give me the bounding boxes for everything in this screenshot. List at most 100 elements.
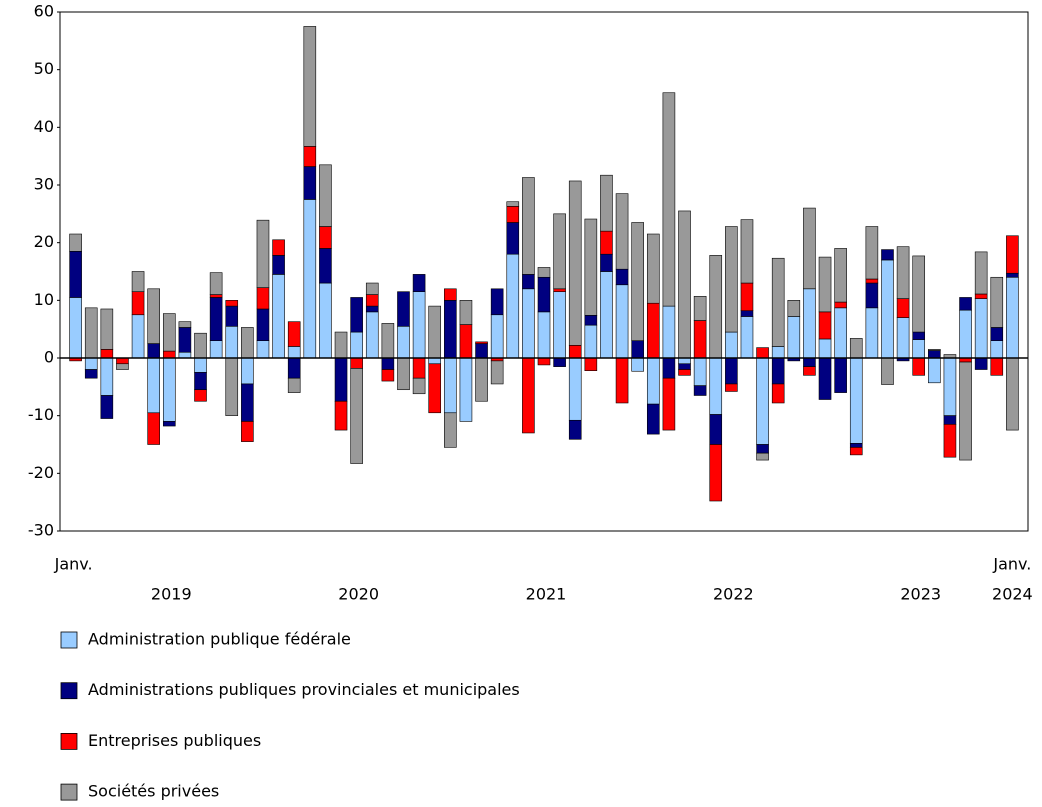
legend-label: Administrations publiques provinciales e… (88, 680, 520, 699)
bar-segment (974, 357, 988, 370)
legend-swatch (60, 733, 78, 750)
bar-segment (896, 317, 910, 359)
bar-segment (693, 385, 707, 396)
bar-segment (709, 444, 723, 502)
bar-segment (568, 345, 582, 359)
bar-segment (100, 308, 114, 350)
bar-segment (303, 146, 317, 167)
bar-segment (303, 26, 317, 147)
bar-segment (350, 331, 363, 359)
bar-segment (865, 226, 879, 280)
y-tick-label: 30 (34, 175, 54, 194)
bar-segment (631, 340, 644, 359)
bar-segment (771, 383, 785, 404)
bar-segment (803, 207, 816, 290)
bar-segment (444, 412, 457, 448)
bar-segment (553, 357, 566, 367)
year-label: 2019 (151, 585, 192, 604)
bar-segment (693, 320, 707, 359)
y-tick-label: 40 (34, 117, 54, 136)
bar-segment (881, 249, 894, 261)
bar-segment (600, 271, 613, 359)
bar-segment (131, 314, 145, 359)
year-label: 2024 (992, 585, 1033, 604)
bar-segment (209, 297, 223, 342)
bar-segment (241, 327, 254, 359)
bar-segment (568, 357, 582, 421)
bar-segment (1006, 272, 1019, 278)
bar-segment (397, 357, 410, 391)
bar-segment (662, 305, 676, 359)
bar-segment (287, 357, 301, 379)
bar-segment (506, 206, 520, 223)
bar-segment (584, 315, 598, 326)
bar-segment (834, 357, 847, 393)
bar-segment (131, 291, 145, 316)
bar-segment (537, 357, 551, 366)
bar-segment (162, 313, 176, 352)
bar-segment (116, 363, 129, 370)
bar-segment (818, 338, 832, 359)
bar-segment (740, 282, 754, 312)
bar-segment (459, 300, 473, 325)
bar-segment (615, 268, 629, 286)
bar-segment (100, 357, 114, 396)
plot-frame (59, 11, 1029, 532)
bar-segment (256, 308, 270, 342)
bar-segment (943, 424, 957, 458)
bar-segment (834, 307, 847, 359)
bar-segment (709, 255, 723, 359)
bar-segment (771, 257, 785, 347)
bar-segment (162, 421, 176, 427)
bar-segment (631, 222, 644, 342)
bar-segment (225, 300, 239, 307)
bar-segment (990, 340, 1004, 359)
bar-segment (678, 363, 691, 370)
year-label: 2022 (713, 585, 754, 604)
bar-segment (194, 372, 207, 391)
bar-segment (725, 383, 738, 392)
bar-segment (147, 288, 160, 344)
bar-segment (896, 246, 910, 299)
bar-segment (849, 338, 863, 359)
bar-segment (537, 276, 551, 313)
bar-segment (459, 357, 473, 422)
bar-segment (209, 340, 223, 359)
bar-segment (881, 259, 894, 359)
bar-segment (912, 339, 926, 359)
bar-segment (584, 324, 598, 359)
bar-segment (475, 341, 488, 344)
bar-segment (84, 369, 98, 379)
bar-segment (272, 274, 285, 359)
bar-segment (225, 357, 239, 416)
y-tick-label: -10 (28, 405, 54, 424)
bar-segment (881, 357, 894, 385)
bar-segment (818, 311, 832, 340)
year-label: 2020 (338, 585, 379, 604)
bar-segment (381, 369, 395, 382)
bar-segment (350, 357, 363, 369)
bar-segment (506, 222, 520, 255)
bar-segment (84, 357, 98, 370)
bar-segment (756, 357, 769, 445)
legend-swatch (60, 682, 78, 700)
y-tick-label: -20 (28, 463, 54, 482)
bar-segment (974, 298, 988, 359)
bar-segment (194, 357, 207, 373)
bar-segment (334, 400, 348, 431)
bar-segment (319, 164, 332, 227)
bar-segment (334, 357, 348, 402)
bar-segment (209, 294, 223, 298)
bar-segment (849, 443, 863, 448)
bar-segment (646, 357, 660, 405)
bar-segment (272, 239, 285, 256)
bar-segment (428, 357, 442, 365)
bar-segment (865, 282, 879, 309)
bar-segment (600, 253, 613, 272)
bar-segment (912, 331, 926, 340)
bar-segment (365, 282, 379, 295)
bar-segment (943, 415, 957, 425)
bar-segment (178, 351, 192, 359)
bar-segment (756, 347, 769, 359)
legend-swatch (60, 783, 78, 801)
